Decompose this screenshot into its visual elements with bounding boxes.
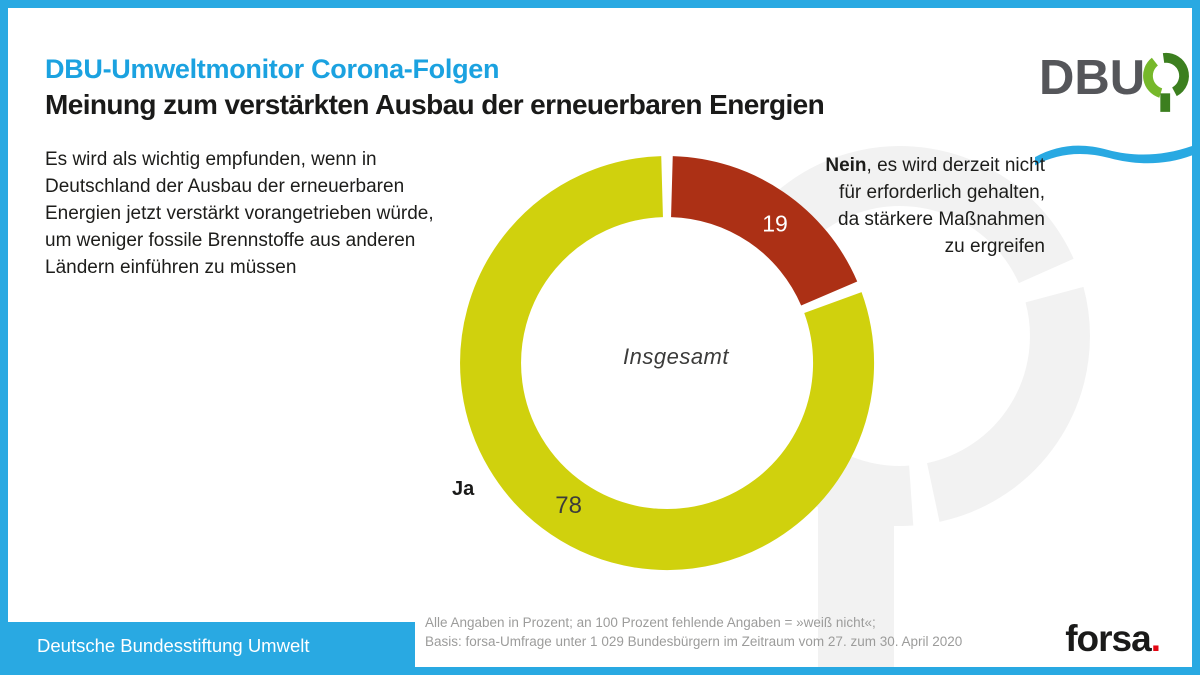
source-note-line: Basis: forsa-Umfrage unter 1 029 Bundesb…: [425, 634, 963, 649]
question-line: Energien jetzt verstärkt vorangetrieben …: [45, 203, 434, 224]
forsa-logo-dot: .: [1150, 618, 1161, 659]
donut-center-label: Insgesamt: [623, 344, 729, 369]
page-kicker: DBU-Umweltmonitor Corona-Folgen: [45, 54, 500, 84]
source-note: Alle Angaben in Prozent; an 100 Prozent …: [425, 613, 1065, 651]
ja-value-label: 78: [555, 492, 582, 520]
page-title: Meinung zum verstärkten Ausbau der erneu…: [45, 89, 825, 120]
org-name: Deutsche Bundesstiftung Umwelt: [37, 635, 310, 656]
nein-annotation-line: zu ergreifen: [944, 236, 1045, 257]
forsa-logo: forsa.: [1065, 618, 1161, 660]
page-canvas: DBU-Umweltmonitor Corona-Folgen Meinung …: [8, 8, 1192, 667]
nein-line1-rest: , es wird derzeit nicht: [866, 155, 1045, 176]
dbu-logo: DBU: [1035, 48, 1192, 170]
donut-segment-ja: [460, 156, 875, 571]
donut-chart: [460, 156, 875, 571]
org-bar: Deutsche Bundesstiftung Umwelt: [0, 622, 415, 675]
dbu-logo-text: DBU: [1039, 51, 1146, 105]
nein-annotation: Nein, es wird derzeit nicht für erforder…: [715, 152, 1045, 260]
question-line: um weniger fossile Brennstoffe aus ander…: [45, 230, 416, 251]
question-line: Es wird als wichtig empfunden, wenn in: [45, 149, 377, 170]
forsa-logo-text: forsa: [1065, 618, 1151, 659]
donut-segment-nein: [670, 156, 858, 307]
nein-bold: Nein: [825, 155, 867, 176]
nein-annotation-line: für erforderlich gehalten,: [839, 182, 1045, 203]
question-line: Ländern einführen zu müssen: [45, 257, 297, 278]
question-text: Es wird als wichtig empfunden, wenn in D…: [45, 146, 465, 281]
source-note-line: Alle Angaben in Prozent; an 100 Prozent …: [425, 615, 876, 630]
question-line: Deutschland der Ausbau der erneuerbaren: [45, 176, 405, 197]
dbu-ring-icon: [1143, 52, 1189, 112]
dbu-wave-icon: [1035, 145, 1192, 166]
nein-annotation-line: Nein, es wird derzeit nicht: [715, 152, 1045, 179]
nein-annotation-line: da stärkere Maßnahmen: [838, 209, 1045, 230]
nein-value-label: 19: [762, 210, 788, 237]
ja-text-label: Ja: [452, 478, 475, 500]
